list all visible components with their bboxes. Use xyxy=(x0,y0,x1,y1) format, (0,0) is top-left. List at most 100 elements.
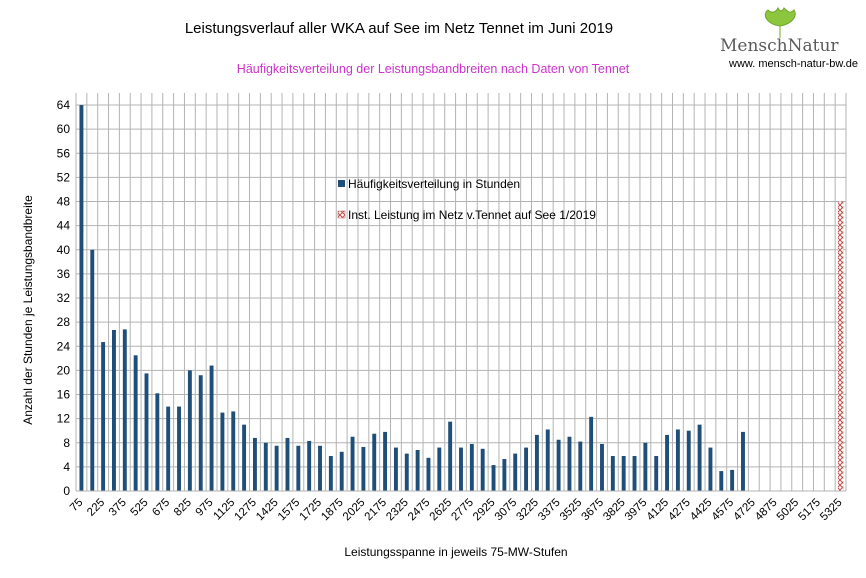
y-axis-label: Anzahl der Stunden je Leistungsbandbreit… xyxy=(21,195,35,425)
x-tick-label: 1725 xyxy=(298,497,325,524)
bar xyxy=(654,456,659,491)
y-tick-label: 4 xyxy=(63,460,70,474)
legend: Häufigkeitsverteilung in Stunden Inst. L… xyxy=(337,177,596,222)
bar xyxy=(242,424,247,491)
bar xyxy=(252,437,257,491)
ginkgo-leaf-icon xyxy=(764,6,796,38)
y-tick-label: 44 xyxy=(57,219,71,233)
x-tick-label: 2325 xyxy=(384,497,411,524)
legend-swatch-installed xyxy=(337,210,346,219)
bar xyxy=(133,355,138,491)
x-tick-label: 4275 xyxy=(666,497,693,524)
bar xyxy=(426,457,431,491)
y-tick-label: 28 xyxy=(57,315,71,329)
x-tick-label: 4425 xyxy=(688,497,715,524)
x-tick-label: 2625 xyxy=(428,497,455,524)
chart-subtitle: Häufigkeitsverteilung der Leistungsbandb… xyxy=(0,62,866,76)
x-tick-label: 5025 xyxy=(775,497,802,524)
bar xyxy=(79,105,84,491)
bar xyxy=(220,412,225,491)
bar xyxy=(675,429,680,491)
x-tick-label: 525 xyxy=(129,497,151,519)
bar xyxy=(187,370,192,491)
x-tick-label: 4125 xyxy=(645,497,672,524)
x-tick-label: 3675 xyxy=(580,497,607,524)
bar xyxy=(404,453,409,491)
y-tick-label: 8 xyxy=(63,436,70,450)
logo-url: www. mensch-natur-bw.de xyxy=(729,58,858,70)
bar xyxy=(144,373,149,491)
bar xyxy=(708,447,713,491)
x-tick-label: 2025 xyxy=(341,497,368,524)
bar xyxy=(166,406,171,491)
bar xyxy=(665,434,670,491)
bar xyxy=(545,429,550,491)
bar xyxy=(524,447,529,491)
x-tick-label: 4875 xyxy=(753,497,780,524)
bar xyxy=(448,421,453,491)
x-tick-label: 3975 xyxy=(623,497,650,524)
x-tick-label: 375 xyxy=(107,497,129,519)
y-tick-label: 12 xyxy=(57,412,71,426)
bar xyxy=(741,431,745,491)
x-tick-label: 2925 xyxy=(471,497,498,524)
y-tick-label: 0 xyxy=(63,484,70,498)
bar xyxy=(556,439,561,491)
x-tick-label: 1875 xyxy=(319,497,346,524)
bar xyxy=(155,393,160,491)
bar xyxy=(578,441,583,491)
legend-label-hours: Häufigkeitsverteilung in Stunden xyxy=(348,177,520,191)
bar xyxy=(318,445,322,491)
x-tick-label: 1275 xyxy=(232,497,259,524)
x-tick-label: 1125 xyxy=(211,497,237,523)
x-tick-label: 825 xyxy=(172,497,194,519)
bar xyxy=(296,445,301,491)
logo: MenschNatur www. mensch-natur-bw.de xyxy=(718,6,858,70)
bar xyxy=(469,443,474,491)
y-tick-label: 16 xyxy=(57,388,71,402)
bar xyxy=(372,433,377,491)
bar-installed-capacity xyxy=(837,201,844,491)
x-tick-label: 5325 xyxy=(818,497,845,524)
x-tick-label: 5175 xyxy=(796,497,823,524)
bar xyxy=(600,443,604,491)
bar xyxy=(415,449,420,491)
bar xyxy=(534,434,539,491)
y-tick-label: 52 xyxy=(57,170,71,184)
chart-bars xyxy=(79,105,844,491)
bar xyxy=(339,451,344,491)
bar xyxy=(350,436,355,491)
bar xyxy=(231,411,236,491)
bar xyxy=(502,459,507,491)
x-tick-label: 75 xyxy=(68,497,86,515)
y-tick-label: 64 xyxy=(57,98,71,112)
y-tick-label: 20 xyxy=(57,363,71,377)
legend-label-installed: Inst. Leistung im Netz v.Tennet auf See … xyxy=(348,208,596,222)
bar xyxy=(567,436,572,491)
bar xyxy=(697,424,702,491)
bar xyxy=(307,440,312,491)
chart-axes xyxy=(75,93,846,492)
bar xyxy=(632,456,637,491)
bar xyxy=(274,445,279,491)
y-tick-label: 36 xyxy=(57,267,71,281)
bar xyxy=(719,471,724,491)
y-tick-label: 40 xyxy=(57,243,71,257)
bar xyxy=(361,446,366,491)
x-tick-label: 3225 xyxy=(514,497,541,524)
bar xyxy=(393,447,398,491)
x-tick-label: 3525 xyxy=(558,497,585,524)
y-tick-label: 32 xyxy=(57,291,71,305)
x-tick-label: 4725 xyxy=(731,497,758,524)
chart-title: Leistungsverlauf aller WKA auf See im Ne… xyxy=(0,20,866,37)
bar xyxy=(437,447,442,491)
chart-title-text: Leistungsverlauf aller WKA auf See im Ne… xyxy=(184,20,614,37)
legend-swatch-hours xyxy=(338,180,345,187)
logo-name: MenschNatur xyxy=(720,36,839,56)
y-tick-label: 48 xyxy=(57,195,71,209)
x-axis-tick-labels: 75 225 375 525 675 825 97511251275142515751725… xyxy=(68,497,845,524)
bar xyxy=(459,447,463,491)
bar xyxy=(209,365,214,491)
